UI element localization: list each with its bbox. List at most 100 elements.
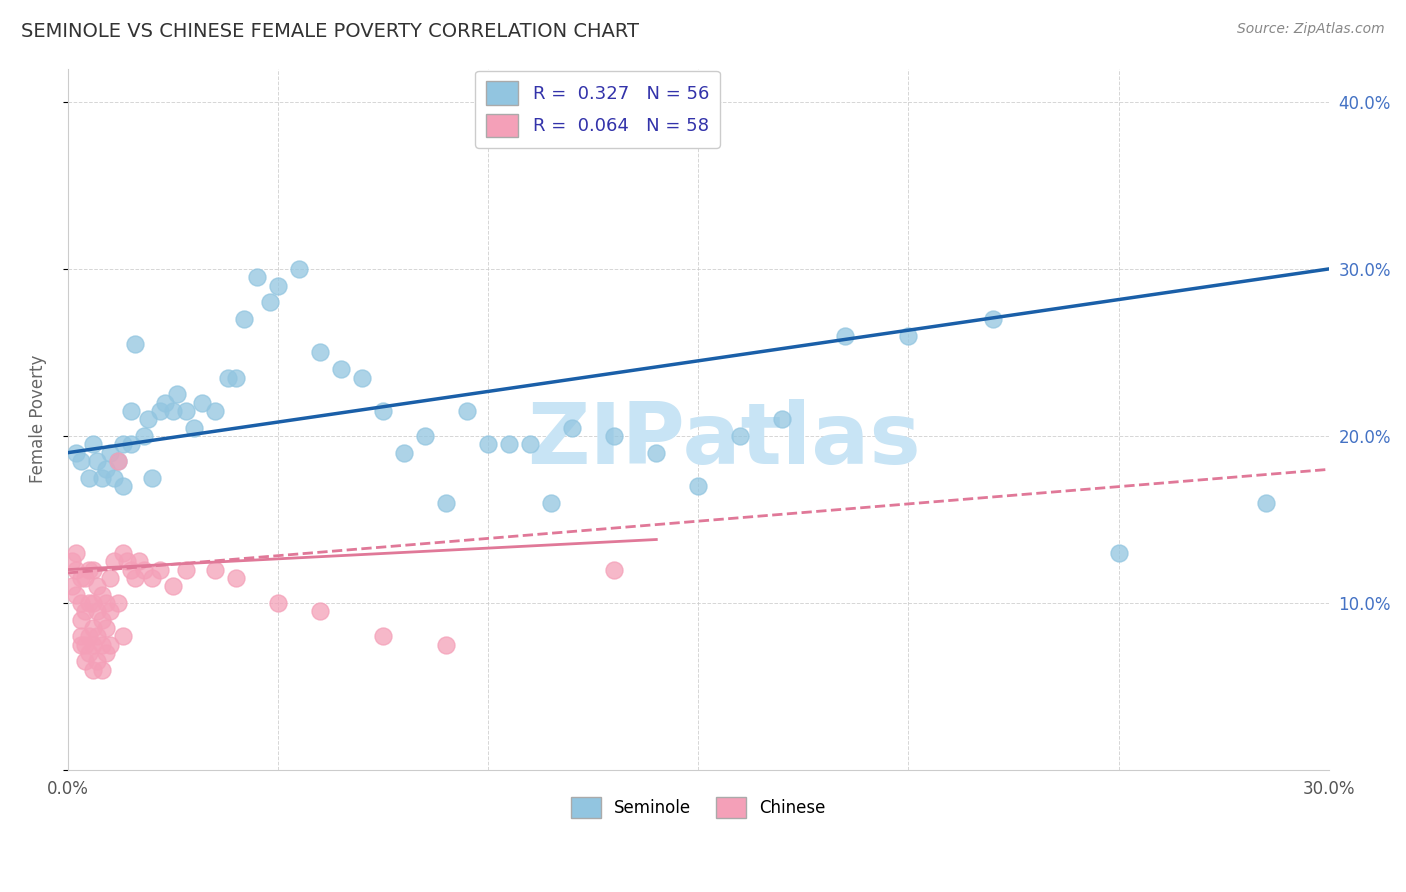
Point [371,629,394,643]
Point [834,328,856,343]
Text: ZIPatlas: ZIPatlas [527,399,921,482]
Point [69,638,91,652]
Point [141,471,163,485]
Point [94,621,117,635]
Point [1108,546,1130,560]
Point [174,563,197,577]
Point [103,471,125,485]
Point [86,629,108,643]
Point [124,571,146,585]
Point [98,571,121,585]
Point [65,445,87,459]
Point [267,278,290,293]
Point [86,604,108,618]
Point [267,596,290,610]
Point [77,596,100,610]
Point [120,404,142,418]
Point [86,655,108,669]
Point [77,646,100,660]
Point [309,345,332,359]
Point [107,454,129,468]
Point [73,638,96,652]
Point [86,454,108,468]
Point [103,554,125,568]
Point [124,337,146,351]
Point [204,563,226,577]
Point [456,404,478,418]
Point [111,546,134,560]
Point [90,638,112,652]
Point [174,404,197,418]
Y-axis label: Female Poverty: Female Poverty [30,355,46,483]
Point [65,588,87,602]
Point [288,262,311,277]
Point [434,638,457,652]
Point [111,437,134,451]
Point [128,554,150,568]
Point [688,479,710,493]
Point [107,596,129,610]
Point [77,563,100,577]
Point [65,563,87,577]
Point [246,270,269,285]
Point [191,395,214,409]
Point [73,655,96,669]
Point [477,437,499,451]
Point [561,420,583,434]
Point [77,629,100,643]
Point [981,312,1004,326]
Point [770,412,793,426]
Point [82,663,104,677]
Point [149,563,172,577]
Point [645,445,668,459]
Point [120,563,142,577]
Point [77,471,100,485]
Point [1254,496,1277,510]
Point [204,404,226,418]
Point [603,429,626,443]
Point [225,370,247,384]
Point [94,596,117,610]
Text: SEMINOLE VS CHINESE FEMALE POVERTY CORRELATION CHART: SEMINOLE VS CHINESE FEMALE POVERTY CORRE… [21,22,640,41]
Point [69,571,91,585]
Point [82,638,104,652]
Point [94,462,117,476]
Point [132,563,155,577]
Point [98,604,121,618]
Point [69,596,91,610]
Point [73,571,96,585]
Point [111,479,134,493]
Point [392,445,415,459]
Point [90,663,112,677]
Point [120,437,142,451]
Point [162,579,184,593]
Point [434,496,457,510]
Point [69,613,91,627]
Point [897,328,920,343]
Point [217,370,239,384]
Point [149,404,172,418]
Point [132,429,155,443]
Point [73,604,96,618]
Point [86,579,108,593]
Point [90,471,112,485]
Point [90,613,112,627]
Point [309,604,332,618]
Point [225,571,247,585]
Point [82,621,104,635]
Point [60,579,83,593]
Point [162,404,184,418]
Point [94,646,117,660]
Point [90,588,112,602]
Point [498,437,520,451]
Point [107,454,129,468]
Point [330,362,353,376]
Point [141,571,163,585]
Point [115,554,138,568]
Point [98,445,121,459]
Point [98,638,121,652]
Point [603,563,626,577]
Point [82,437,104,451]
Point [136,412,159,426]
Point [183,420,205,434]
